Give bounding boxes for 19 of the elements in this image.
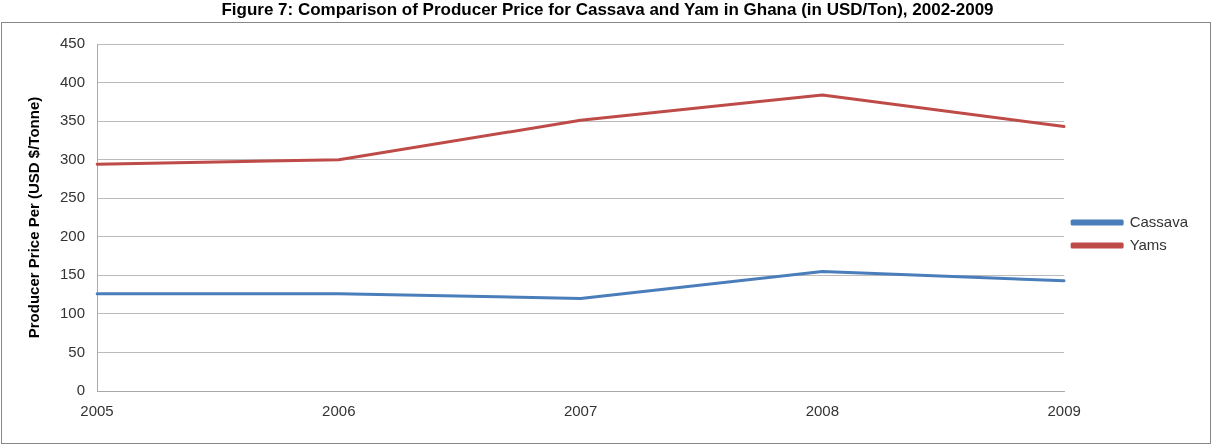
y-tick-label: 50 [68,342,86,360]
y-tick-label: 400 [60,72,86,90]
chart-title: Figure 7: Comparison of Producer Price for Cassava and Yam in Ghana (in USD/Ton), 2002-2009 [220,0,995,20]
y-tick-label: 100 [60,304,86,322]
x-tick-label: 2007 [563,402,598,420]
legend-label: Cassava [1129,212,1189,230]
y-axis-title: Producer Price Per (USD $/Tonne) [25,96,43,339]
y-tick-label: 150 [60,265,86,283]
x-tick-label: 2006 [322,402,356,420]
y-tick-label: 350 [60,111,86,129]
x-tick-label: 2008 [805,402,840,420]
y-tick-label: 450 [60,34,86,52]
y-tick-label: 200 [60,226,86,244]
y-tick-label: 250 [60,188,86,206]
legend-label: Yams [1129,235,1167,253]
y-tick-label: 0 [76,381,86,399]
x-tick-label: 2009 [1047,402,1081,420]
y-tick-label: 300 [60,149,86,167]
x-tick-label: 2005 [80,402,114,420]
